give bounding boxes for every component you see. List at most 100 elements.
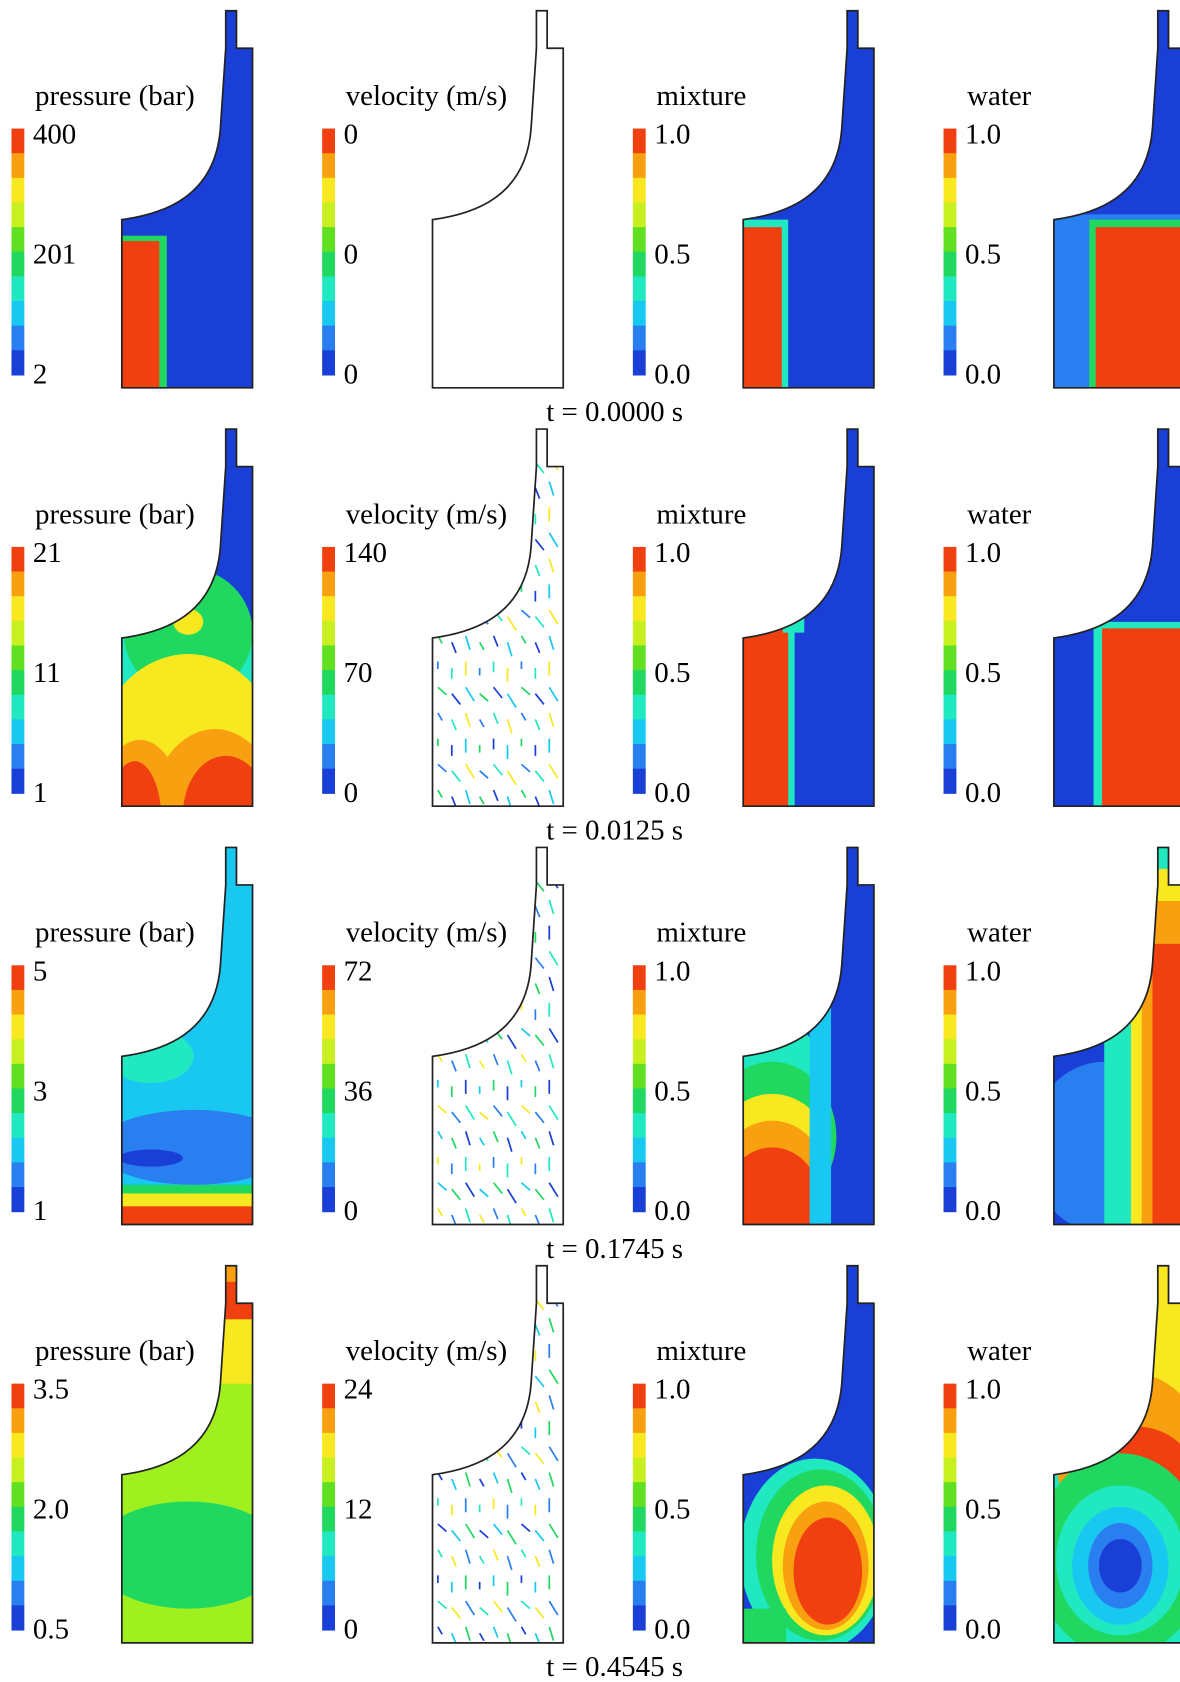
velocity-vector [478,1324,485,1333]
panel-title: pressure (bar) [35,498,195,530]
velocity-vector [492,1317,499,1330]
colorbar-label: 36 [344,1075,373,1107]
colorbar-segment [632,1531,646,1557]
velocity-vector [506,719,513,734]
colorbar-segment [632,965,646,991]
velocity-vector [548,1626,555,1642]
colorbar-segment [943,301,957,327]
colorbar-label: 0.5 [33,1614,69,1646]
field-region [121,1501,253,1609]
colorbar-label: 0 [344,239,358,271]
colorbar-segment [632,251,646,277]
colorbar-segment [943,1063,957,1090]
velocity-vector [534,1324,541,1336]
velocity-vector [520,712,527,721]
velocity-vector [548,950,559,966]
colorbar-segment [943,768,957,794]
colorbar-label: 21 [33,537,62,569]
colorbar-label: 3.5 [33,1374,69,1406]
velocity-vector [534,1529,545,1542]
velocity-vector [548,686,559,702]
velocity-vector [492,1369,503,1381]
field-region [150,729,253,807]
colorbar-segment [11,1506,25,1533]
velocity-vector [464,1369,476,1385]
field [432,847,564,1225]
colorbar-segment [632,670,646,696]
colorbar-segment [11,128,25,154]
velocity-vector [506,1633,513,1643]
colorbar-segment [943,1531,957,1557]
velocity-vector [437,686,448,696]
velocity-vector [492,1626,499,1638]
colorbar-segment [11,989,25,1016]
colorbar-segment [322,1383,336,1409]
colorbar-segment [943,546,957,573]
field-base [432,10,564,388]
velocity-vector [451,983,457,995]
velocity-vector [534,693,545,705]
colorbar-label: 0.5 [654,1075,690,1107]
velocity-vector [464,609,476,625]
colorbar-segment [11,1556,25,1582]
velocity-vector [548,1028,559,1043]
velocity-vector [506,906,513,921]
colorbar-segment [632,620,646,647]
colorbar-segment [11,694,25,720]
field-region [121,241,160,388]
velocity-vector [492,1105,503,1117]
colorbar-segment [632,768,646,794]
velocity-vector [479,879,489,889]
colorbar-label: 0.5 [965,657,1001,689]
field [121,847,253,1225]
colorbar-segment [943,350,957,376]
field-region [782,579,805,633]
colorbar-segment [943,1113,957,1139]
domain-outline [120,428,254,808]
field [432,429,564,807]
velocity-vector [451,1375,462,1388]
velocity-vector [451,880,462,892]
velocity-vector [451,957,462,970]
colorbar-segment [632,1580,646,1606]
velocity-vector [506,1137,513,1152]
colorbar-segment [943,1482,957,1508]
colorbar-label: 2.0 [33,1494,69,1526]
velocity-vector [548,1208,555,1223]
panel: mixture 1.0 0.5 0.0 [632,428,875,809]
velocity-vector [520,1549,527,1558]
colorbar-segment [632,1039,646,1065]
velocity-vector [520,1182,531,1191]
colorbar-segment [322,645,336,671]
velocity-vector [437,558,443,567]
velocity-vector [437,1182,448,1191]
velocity-vector [451,1607,462,1619]
colorbar-label: 0.5 [965,1494,1001,1526]
colorbar-segment [322,128,336,154]
velocity-vector [479,1188,489,1198]
velocity-vector [437,1208,443,1217]
velocity-vector [520,1523,531,1533]
colorbar-segment [943,1605,957,1631]
velocity-vector [534,957,545,970]
colorbar-segment [322,620,336,647]
colorbar-label: 11 [33,657,61,689]
colorbar-segment [322,965,336,991]
colorbar-segment [11,350,25,376]
panel-title: mixture [656,917,746,949]
velocity-vector [492,686,503,699]
colorbar-segment [11,1432,25,1459]
velocity-vector [520,455,531,464]
colorbar-label: 1.0 [654,119,690,151]
colorbar-segment [632,1506,646,1533]
colorbar-segment [943,1014,957,1040]
panel: mixture 1.0 0.5 0.0 [632,1264,875,1646]
velocity-vector [534,1137,541,1149]
colorbar-segment [943,1457,957,1483]
velocity-vector [548,1182,559,1198]
colorbar-label: 1.0 [654,955,690,987]
domain-outline [1053,846,1180,1226]
velocity-vector [464,1182,476,1198]
velocity-vector [548,609,559,625]
